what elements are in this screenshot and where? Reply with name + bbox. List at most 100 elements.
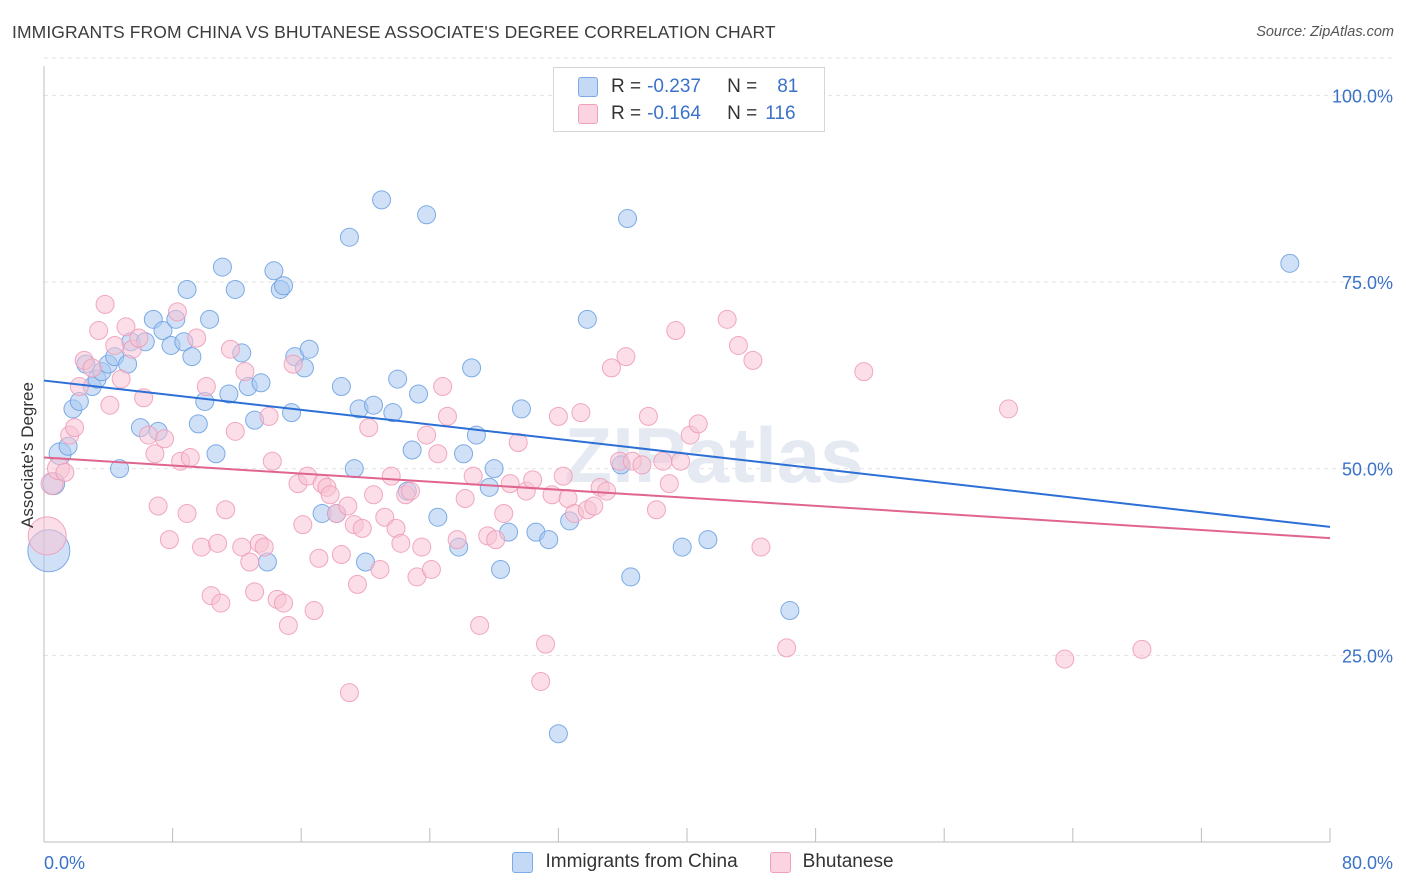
point-bhutanese <box>717 309 737 329</box>
legend-swatch-bhutanese <box>578 104 598 124</box>
legend-r-value: -0.164 <box>647 103 701 124</box>
trend-line-china <box>43 379 1331 528</box>
point-bhutanese <box>245 582 265 602</box>
point-bhutanese <box>553 466 573 486</box>
point-bhutanese <box>159 530 179 550</box>
point-bhutanese <box>751 537 771 557</box>
y-axis-label: Associate's Degree <box>18 382 37 528</box>
point-bhutanese <box>27 516 67 556</box>
point-bhutanese <box>309 548 329 568</box>
trend-line-bhutanese <box>43 456 1331 540</box>
point-bhutanese <box>100 395 120 415</box>
chart-title: IMMIGRANTS FROM CHINA VS BHUTANESE ASSOC… <box>12 22 776 42</box>
point-china <box>402 440 422 460</box>
point-bhutanese <box>375 507 395 527</box>
point-bhutanese <box>777 638 797 658</box>
legend-label-china: Immigrants from China <box>545 851 738 872</box>
point-bhutanese <box>433 377 453 397</box>
point-bhutanese <box>638 406 658 426</box>
point-bhutanese <box>536 634 556 654</box>
point-bhutanese <box>671 451 691 471</box>
tick-labels: 25.0% 50.0% 75.0% 100.0% 0.0% 80.0% <box>44 86 1393 873</box>
point-bhutanese <box>148 496 168 516</box>
point-china <box>672 537 692 557</box>
point-bhutanese <box>531 671 551 691</box>
point-bhutanese <box>428 444 448 464</box>
point-china <box>388 369 408 389</box>
point-bhutanese <box>370 559 390 579</box>
point-bhutanese <box>616 347 636 367</box>
y-tick-label: 75.0% <box>1342 273 1393 293</box>
x-tick-label: 80.0% <box>1342 853 1393 873</box>
point-bhutanese <box>417 425 437 445</box>
legend-swatch-china <box>512 851 534 873</box>
point-bhutanese <box>494 503 514 523</box>
point-china <box>698 530 718 550</box>
legend-r-value: -0.237 <box>647 76 701 97</box>
trend-lines <box>43 379 1331 540</box>
y-tick-label: 100.0% <box>1332 86 1393 106</box>
point-bhutanese <box>65 418 85 438</box>
point-bhutanese <box>455 489 475 509</box>
legend-row-china: R = -0.237 N = 81 <box>578 74 798 100</box>
legend-row-bhutanese: R = -0.164 N = 116 <box>578 101 796 127</box>
point-china <box>548 724 568 744</box>
point-bhutanese <box>391 533 411 553</box>
point-china <box>577 309 597 329</box>
point-china <box>618 209 638 229</box>
y-tick-label: 50.0% <box>1342 460 1393 480</box>
legend-n-value: 116 <box>765 103 796 124</box>
point-china <box>491 559 511 579</box>
point-bhutanese <box>208 533 228 553</box>
point-china <box>409 384 429 404</box>
point-bhutanese <box>254 537 274 557</box>
point-bhutanese <box>304 601 324 621</box>
point-bhutanese <box>1055 649 1075 669</box>
point-china <box>621 567 641 587</box>
point-china <box>428 507 448 527</box>
point-bhutanese <box>571 403 591 423</box>
point-bhutanese <box>167 302 187 322</box>
point-bhutanese <box>225 421 245 441</box>
point-bhutanese <box>293 515 313 535</box>
point-bhutanese <box>145 444 165 464</box>
point-bhutanese <box>728 335 748 355</box>
point-bhutanese <box>412 537 432 557</box>
point-bhutanese <box>597 481 617 501</box>
point-china <box>331 377 351 397</box>
point-bhutanese <box>240 552 260 572</box>
point-bhutanese <box>274 593 294 613</box>
point-bhutanese <box>320 485 340 505</box>
series-bhutanese-points <box>27 294 1152 703</box>
point-china <box>200 309 220 329</box>
point-bhutanese <box>259 406 279 426</box>
legend-item-bhutanese: Bhutanese <box>769 851 894 873</box>
point-bhutanese <box>523 470 543 490</box>
legend-r-label: R = <box>611 76 642 97</box>
legend-swatch-china <box>578 77 598 97</box>
point-bhutanese <box>187 328 207 348</box>
point-bhutanese <box>338 496 358 516</box>
point-bhutanese <box>89 321 109 341</box>
point-china <box>206 444 226 464</box>
point-bhutanese <box>192 537 212 557</box>
point-china <box>219 384 239 404</box>
point-bhutanese <box>69 377 89 397</box>
point-bhutanese <box>500 474 520 494</box>
point-bhutanese <box>138 425 158 445</box>
legend-r-label: R = <box>611 103 642 124</box>
point-china <box>264 261 284 281</box>
legend-n-label: N = <box>727 76 758 97</box>
point-bhutanese <box>1132 639 1152 659</box>
point-bhutanese <box>347 574 367 594</box>
legend-swatch-bhutanese <box>769 851 791 873</box>
point-bhutanese <box>283 354 303 374</box>
point-china <box>188 414 208 434</box>
point-bhutanese <box>401 481 421 501</box>
legend-n-value: 81 <box>777 76 799 97</box>
point-china <box>539 530 559 550</box>
point-bhutanese <box>278 615 298 635</box>
axes <box>43 66 1331 843</box>
point-china <box>177 279 197 299</box>
